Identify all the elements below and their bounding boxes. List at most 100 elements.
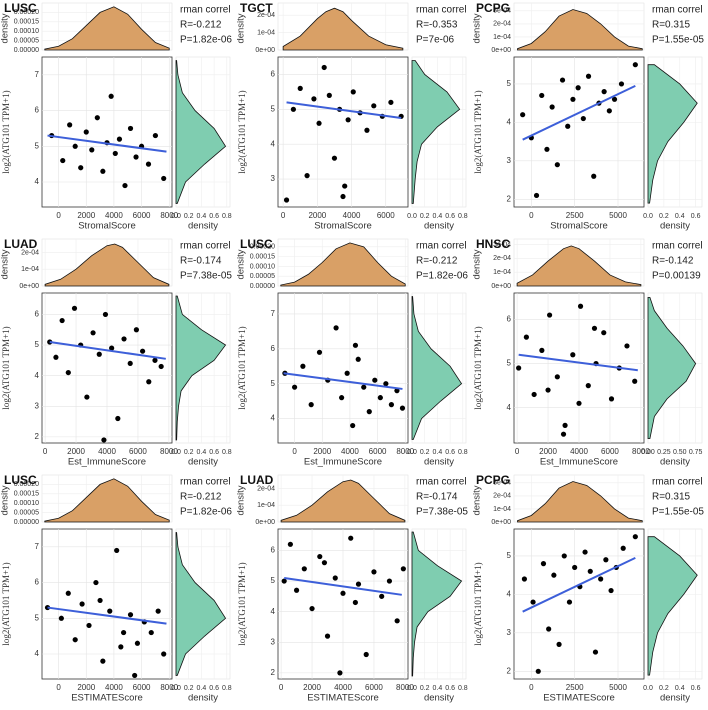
point — [84, 394, 90, 400]
y-tick-label: 1e-04 — [493, 34, 511, 41]
x-tick-label: 6000 — [133, 211, 151, 220]
point — [546, 312, 553, 318]
point — [540, 561, 547, 567]
point — [531, 391, 537, 398]
point — [520, 112, 526, 118]
point — [339, 395, 345, 401]
y-axis-label: density — [0, 485, 11, 515]
y-tick-label: 7 — [35, 70, 40, 79]
point — [148, 629, 154, 636]
y-tick-label: 7 — [271, 309, 276, 318]
plot-background — [513, 56, 645, 208]
x-axis-label: ESTIMATEScore — [307, 693, 379, 704]
point — [539, 347, 545, 353]
x-tick-label: 6000 — [129, 447, 147, 456]
y-tick-label: 7 — [35, 542, 40, 551]
point — [632, 534, 638, 540]
point — [297, 85, 303, 91]
y-tick-label: 6 — [271, 546, 276, 555]
x-tick-label: 0.0 — [171, 213, 181, 220]
panel: 0 2000 4000 6000 8000 4 5 6 7 0.00000 0.00005 0.000… — [0, 1, 232, 231]
x-axis-label: Est_ImmuneScore — [304, 457, 382, 468]
point — [127, 125, 134, 132]
point — [632, 62, 638, 68]
y-tick-label: 0.00020 — [14, 481, 39, 488]
point — [152, 132, 159, 139]
x-tick-label: 6000 — [369, 447, 387, 456]
density-area — [175, 295, 227, 441]
panel-title: LUAD — [240, 473, 274, 487]
point — [58, 615, 64, 621]
point — [549, 104, 555, 110]
x-axis-label: density — [660, 221, 690, 232]
x-tick-label: 0.6 — [209, 685, 219, 692]
annotation: rman correl — [180, 5, 231, 16]
point — [577, 303, 584, 309]
x-tick-label: 8000 — [160, 447, 178, 456]
point — [86, 622, 92, 629]
point — [65, 369, 71, 376]
point — [620, 545, 626, 551]
x-tick-label: 4000 — [334, 683, 352, 692]
point — [366, 409, 372, 415]
x-tick-label: 4000 — [343, 211, 361, 220]
y-tick-label: 6 — [35, 310, 40, 319]
point — [301, 566, 307, 572]
point — [352, 599, 358, 606]
x-tick-label: 0.4 — [197, 449, 207, 456]
density-area — [647, 536, 698, 676]
x-tick-label: 0 — [529, 683, 534, 692]
x-axis-label: ESTIMATEScore — [543, 693, 615, 704]
panel-title: LUSC — [4, 1, 37, 15]
y-tick-label: 0.00000 — [14, 47, 39, 54]
point — [139, 348, 146, 354]
y-tick-label: 2 — [35, 432, 40, 441]
point — [146, 379, 152, 385]
point — [308, 402, 314, 408]
point — [587, 568, 593, 574]
annotation: R=0.315 — [652, 492, 691, 503]
y-tick-label: 3 — [271, 637, 276, 646]
panel: 0 2000 4000 6000 8000 4 5 6 0e+00 1e-04 2e-04 3e-04… — [472, 237, 703, 467]
point — [300, 363, 306, 369]
x-tick-label: 0.2 — [659, 213, 669, 220]
x-axis-label: density — [188, 457, 218, 468]
y-axis-label: density — [472, 249, 483, 279]
point — [388, 402, 395, 408]
x-axis-label: density — [424, 693, 454, 704]
point — [394, 618, 400, 624]
y-tick-label: 1e-04 — [493, 506, 511, 513]
point — [281, 578, 287, 584]
x-tick-label: 4000 — [105, 683, 123, 692]
point — [363, 651, 369, 658]
x-tick-label: 0 — [56, 683, 61, 692]
point — [554, 374, 560, 380]
point — [304, 173, 310, 179]
annotation: rman correl — [416, 477, 467, 488]
point — [132, 672, 138, 679]
x-tick-label: 8000 — [160, 211, 178, 220]
point — [570, 96, 576, 102]
annotation: P=1.82e-06 — [180, 35, 232, 46]
fit-line — [283, 372, 403, 390]
point — [333, 325, 339, 331]
point — [379, 593, 385, 599]
y-tick-label: 0e+00 — [491, 283, 511, 290]
x-tick-label: 0 — [56, 211, 61, 220]
x-tick-label: 0.8 — [222, 213, 232, 220]
y-tick-label: 5 — [271, 379, 276, 388]
y-tick-label: 5 — [507, 359, 512, 368]
point — [337, 670, 343, 676]
x-tick-label: 0.0 — [643, 213, 653, 220]
density-area — [647, 64, 698, 204]
point — [565, 123, 571, 129]
x-axis-label: density — [660, 693, 690, 704]
point — [109, 345, 115, 351]
point — [352, 342, 359, 348]
y-tick-label: 0.00015 — [250, 253, 275, 260]
x-tick-label: 0.0 — [407, 449, 417, 456]
y-tick-label: 1e-04 — [21, 266, 39, 273]
x-tick-label: 0.2 — [420, 213, 430, 220]
x-axis-label: StromalScore — [78, 221, 136, 232]
x-tick-label: 2500 — [566, 211, 584, 220]
